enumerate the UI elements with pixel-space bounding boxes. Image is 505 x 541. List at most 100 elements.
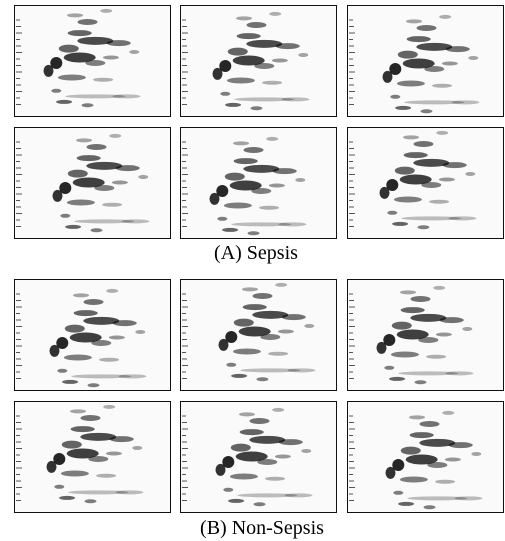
protein-spot bbox=[444, 457, 461, 462]
protein-spot bbox=[392, 221, 409, 226]
protein-spot bbox=[115, 490, 144, 495]
protein-spot bbox=[272, 168, 297, 175]
protein-spot bbox=[129, 49, 140, 54]
protein-spot bbox=[304, 323, 315, 328]
protein-spot bbox=[433, 285, 446, 290]
protein-spot bbox=[281, 97, 310, 102]
protein-spot bbox=[225, 102, 242, 107]
protein-spot bbox=[57, 74, 86, 81]
protein-spot bbox=[406, 19, 423, 24]
protein-spot bbox=[385, 466, 396, 479]
protein-spot bbox=[56, 337, 69, 350]
protein-spot bbox=[257, 459, 278, 466]
protein-spot bbox=[234, 97, 295, 102]
gel-image bbox=[14, 279, 171, 391]
protein-spot bbox=[390, 351, 419, 358]
protein-spot bbox=[70, 426, 95, 433]
protein-spot bbox=[43, 64, 54, 77]
protein-spot bbox=[266, 136, 279, 141]
protein-spot bbox=[93, 77, 114, 82]
protein-spot bbox=[252, 292, 273, 299]
protein-spot bbox=[54, 484, 65, 489]
caption: (B) Non-Sepsis bbox=[200, 517, 324, 539]
protein-spot bbox=[393, 196, 422, 203]
protein-spot bbox=[262, 80, 283, 85]
protein-spot bbox=[57, 368, 68, 373]
protein-spot bbox=[49, 344, 60, 357]
protein-spot bbox=[394, 166, 415, 175]
protein-spot bbox=[94, 185, 115, 192]
protein-spot bbox=[384, 365, 395, 370]
gel-image bbox=[347, 127, 504, 239]
protein-spot bbox=[287, 368, 316, 373]
protein-spot bbox=[398, 501, 415, 506]
gel-image bbox=[347, 401, 504, 513]
protein-spot bbox=[468, 55, 479, 60]
protein-spot bbox=[103, 404, 116, 409]
protein-spot bbox=[436, 130, 449, 135]
protein-spot bbox=[471, 451, 482, 456]
protein-spot bbox=[272, 407, 285, 412]
protein-spot bbox=[236, 16, 253, 21]
protein-spot bbox=[106, 288, 119, 293]
protein-spot bbox=[398, 371, 459, 376]
protein-spot bbox=[269, 11, 282, 16]
protein-spot bbox=[233, 141, 250, 146]
protein-spot bbox=[224, 172, 245, 181]
protein-spot bbox=[112, 94, 141, 99]
protein-spot bbox=[419, 438, 456, 447]
protein-spot bbox=[393, 490, 404, 495]
protein-spot bbox=[70, 409, 87, 414]
protein-spot bbox=[259, 205, 280, 210]
protein-spot bbox=[399, 174, 432, 185]
protein-spot bbox=[239, 412, 256, 417]
protein-spot bbox=[418, 337, 439, 344]
protein-spot bbox=[414, 380, 427, 385]
protein-spot bbox=[96, 473, 117, 478]
protein-spot bbox=[231, 222, 292, 227]
protein-spot bbox=[60, 470, 89, 477]
protein-spot bbox=[423, 505, 436, 510]
gel-image bbox=[180, 401, 337, 513]
protein-spot bbox=[227, 47, 248, 56]
protein-spot bbox=[400, 446, 421, 455]
protein-spot bbox=[389, 376, 406, 381]
protein-spot bbox=[298, 52, 309, 57]
protein-spot bbox=[451, 100, 480, 105]
protein-spot bbox=[73, 310, 98, 317]
protein-spot bbox=[392, 459, 405, 472]
protein-spot bbox=[102, 55, 119, 60]
protein-spot bbox=[237, 493, 298, 498]
protein-spot bbox=[441, 61, 458, 66]
protein-spot bbox=[438, 177, 455, 182]
protein-spot bbox=[231, 373, 248, 378]
protein-spot bbox=[405, 454, 438, 465]
protein-spot bbox=[426, 354, 447, 359]
protein-spot bbox=[77, 18, 98, 25]
protein-spot bbox=[391, 321, 412, 330]
protein-spot bbox=[216, 185, 229, 198]
protein-spot bbox=[249, 435, 286, 444]
protein-spot bbox=[222, 227, 239, 232]
protein-spot bbox=[59, 182, 72, 195]
protein-spot bbox=[106, 40, 131, 47]
protein-spot bbox=[68, 490, 129, 495]
protein-spot bbox=[85, 60, 106, 67]
gel-image bbox=[347, 279, 504, 391]
protein-spot bbox=[278, 222, 307, 227]
protein-spot bbox=[76, 155, 101, 162]
protein-spot bbox=[121, 219, 150, 224]
protein-spot bbox=[275, 282, 288, 287]
protein-spot bbox=[253, 502, 266, 507]
protein-spot bbox=[223, 487, 234, 492]
protein-spot bbox=[233, 158, 258, 165]
protein-spot bbox=[63, 52, 96, 63]
protein-spot bbox=[67, 30, 92, 37]
protein-spot bbox=[424, 66, 445, 73]
gel-image bbox=[180, 5, 337, 117]
protein-spot bbox=[66, 199, 95, 206]
protein-spot bbox=[228, 498, 245, 503]
protein-spot bbox=[252, 310, 289, 319]
